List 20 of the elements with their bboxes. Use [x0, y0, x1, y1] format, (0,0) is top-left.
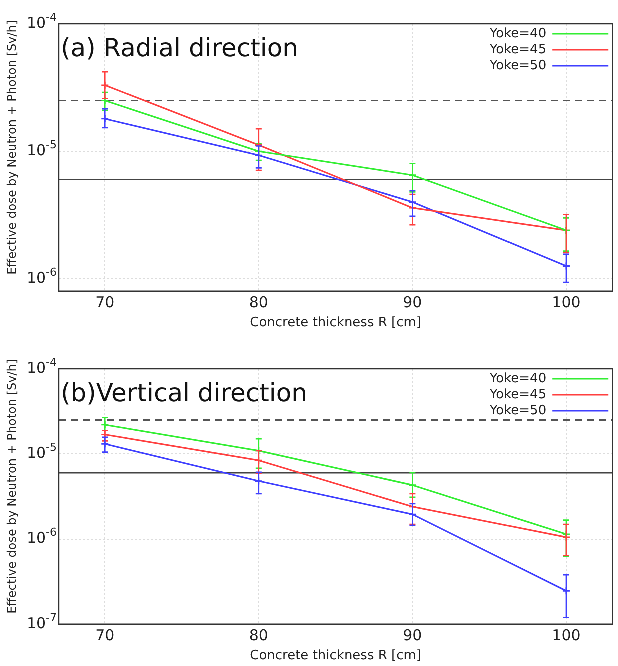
x-tick-label: 100 [552, 293, 581, 312]
x-tick-label: 70 [96, 626, 115, 644]
x-axis-title: Concrete thickness R [cm] [250, 648, 422, 664]
x-tick-label: 80 [249, 293, 268, 312]
x-tick-label: 90 [403, 626, 422, 644]
x-tick-label: 70 [96, 293, 115, 312]
chart-title: (b)Vertical direction [61, 378, 308, 408]
legend-label: Yoke=40 [488, 371, 547, 386]
x-tick-label: 100 [552, 626, 581, 644]
legend-label: Yoke=45 [488, 42, 547, 58]
x-axis-title: Concrete thickness R [cm] [250, 316, 422, 331]
legend-label: Yoke=45 [488, 387, 547, 402]
legend-label: Yoke=40 [488, 26, 547, 42]
y-axis-title: Effective dose by Neutron + Photon [Sv/h] [5, 359, 20, 614]
x-tick-label: 80 [249, 626, 268, 644]
legend-label: Yoke=50 [488, 58, 547, 74]
y-axis-title: Effective dose by Neutron + Photon [Sv/h] [5, 20, 20, 275]
chart-title: (a) Radial direction [61, 34, 298, 62]
legend-label: Yoke=50 [488, 403, 547, 418]
x-tick-label: 90 [403, 293, 422, 312]
